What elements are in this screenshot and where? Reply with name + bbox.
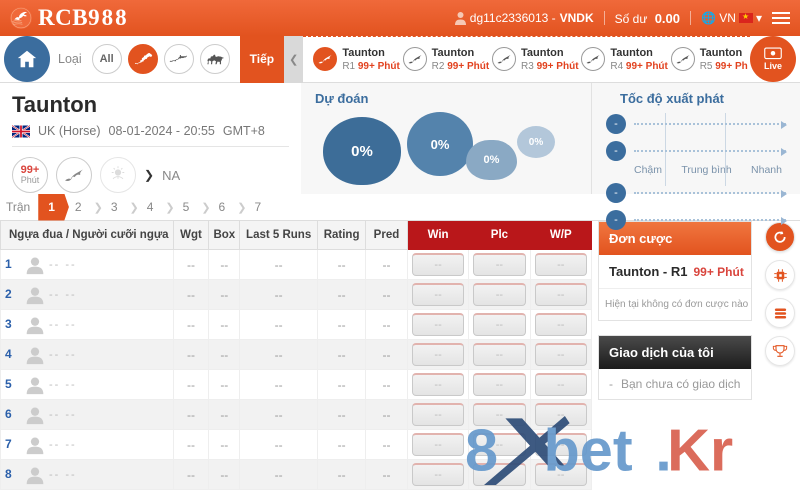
svg-text:Kr: Kr (667, 417, 733, 484)
svg-text:bet: bet (543, 417, 632, 484)
svg-text:8: 8 (465, 417, 498, 484)
